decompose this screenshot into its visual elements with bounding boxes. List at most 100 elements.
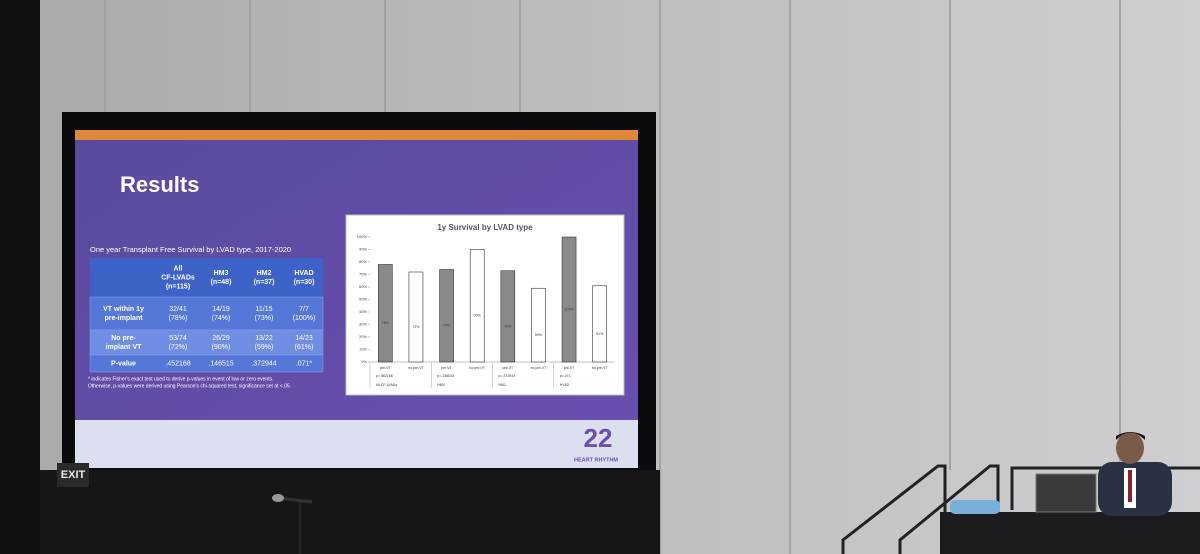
- bar-value-label: 100%: [565, 307, 574, 311]
- table-cell-text: 14/23: [295, 335, 313, 342]
- microphone: [272, 494, 313, 554]
- table-cell-text: (n=37): [254, 279, 275, 286]
- y-tick-label: 30%: [359, 322, 367, 327]
- table-cell-text: 11/15: [256, 306, 273, 313]
- stage: [40, 470, 660, 554]
- y-tick-label: 0%: [361, 359, 367, 364]
- table-cell-text: .146515: [208, 360, 233, 367]
- x-tick-label: no pre-VT: [531, 366, 547, 370]
- results-table: All CF-LVADs (n=115) HM3 (n=48) HM2 (n=37) HVAD…: [89, 258, 324, 373]
- slide-title: Results: [120, 172, 199, 197]
- table-cell-text: pre-implant: [104, 315, 143, 322]
- bar-value-label: 78%: [382, 321, 389, 325]
- table-cell-text: (59%): [255, 344, 274, 351]
- wall-panels: [104, 0, 1121, 554]
- group-label: HM2: [499, 383, 506, 387]
- exit-text: EXIT: [61, 469, 86, 481]
- x-tick-label: no pre-VT: [408, 366, 424, 370]
- table-cell-text: HM2: [257, 270, 272, 277]
- x-tick-label: no pre-VT: [592, 366, 608, 370]
- y-tick-label: 70%: [359, 272, 367, 277]
- y-tick-label: 40%: [359, 309, 367, 314]
- p-value-label: p=.071: [560, 374, 571, 378]
- table-caption: One year Transplant Free Survival by LVA…: [90, 245, 291, 254]
- x-tick-label: pre-VT: [502, 366, 514, 370]
- table-cell-text: (73%): [255, 315, 274, 322]
- p-value-label: p=.452168: [376, 374, 393, 378]
- table-cell-text: CF-LVADs: [161, 274, 195, 281]
- table-cell-text: (72%): [169, 344, 188, 351]
- bar: [439, 269, 454, 363]
- table-cell-text: (100%): [293, 315, 316, 322]
- laptop: [1035, 473, 1097, 513]
- bar: [408, 271, 424, 363]
- table-cell-text: P-value: [111, 360, 136, 367]
- chart-title: 1y Survival by LVAD type: [437, 223, 533, 232]
- table-cell-text: 14/19: [212, 306, 230, 313]
- table-cell-text: 32/41: [169, 306, 187, 313]
- bar-value-label: 59%: [535, 333, 542, 337]
- table-row-bg: [89, 329, 324, 356]
- chart: 0% 10% 20% 30% 40% 50% 60% 70% 80% 90% 100% 78% pre-…: [357, 234, 615, 388]
- bar: [378, 264, 393, 363]
- group-label: All CF-LVADs: [376, 383, 397, 387]
- table-cell-text: (74%): [212, 315, 231, 322]
- lectern-table: [940, 512, 1200, 554]
- bar: [592, 285, 607, 363]
- bar-value-label: 90%: [474, 314, 481, 318]
- table-row-bg: [89, 296, 324, 331]
- table-cell-text: No pre-: [111, 335, 136, 342]
- bar-value-label: 73%: [504, 324, 511, 328]
- table-cell-text: 26/29: [212, 335, 230, 342]
- x-tick-label: pre-VT: [564, 366, 576, 370]
- table-cell-text: 53/74: [169, 335, 187, 342]
- slide-top-bar: [75, 130, 638, 140]
- table-cell-text: .372944: [251, 360, 276, 367]
- table-header-bg: [90, 258, 323, 297]
- table-cell-text: implant VT: [106, 344, 143, 351]
- group-label: HM3: [437, 383, 444, 387]
- y-tick-label: 50%: [359, 297, 367, 302]
- exit-sign: [57, 463, 89, 487]
- footnote: Otherwise, p-values were derived using P…: [88, 383, 291, 389]
- table-cell-text: VT within 1y: [103, 306, 144, 313]
- group-label: HVAD: [560, 383, 570, 387]
- table-cell-text: 7/7: [299, 306, 309, 313]
- table-cell-text: (n=115): [166, 283, 190, 290]
- table-cell-text: 13/22: [255, 335, 273, 342]
- x-tick-label: no pre-VT: [469, 366, 485, 370]
- table-cell-text: (61%): [295, 344, 314, 351]
- table-cell-text: (n=30): [294, 279, 315, 286]
- bar-value-label: 61%: [596, 332, 603, 336]
- bag: [950, 500, 1000, 514]
- bar-value-label: 74%: [443, 324, 450, 328]
- table-cell-text: .071*: [296, 360, 313, 367]
- y-tick-label: 10%: [359, 347, 367, 352]
- logo-number: 22: [584, 423, 613, 453]
- bar: [500, 270, 516, 363]
- logo-text: HEART RHYTHM: [574, 457, 618, 463]
- p-value-label: p=.146515: [437, 374, 454, 378]
- y-tick-label: 100%: [357, 234, 368, 239]
- p-value-label: p=.372944: [499, 374, 516, 378]
- y-tick-label: 80%: [359, 259, 367, 264]
- table-cell-text: (n=48): [211, 279, 232, 286]
- speaker: [1098, 432, 1172, 516]
- y-tick-label: 90%: [359, 247, 367, 252]
- table-cell-text: HVAD: [294, 270, 313, 277]
- bar: [531, 287, 546, 363]
- slide-footer: [75, 420, 638, 468]
- footnote: * indicates Fisher's exact test used to …: [88, 376, 274, 382]
- bar-value-label: 72%: [412, 325, 419, 329]
- table-cell-text: .452168: [165, 360, 190, 367]
- table-cell-text: All: [174, 265, 183, 272]
- bar: [469, 249, 485, 363]
- table-cell-text: HM3: [214, 270, 229, 277]
- table-cell-text: (90%): [212, 344, 231, 351]
- x-tick-label: pre-VT: [441, 366, 453, 370]
- y-tick-label: 20%: [359, 334, 367, 339]
- dark-edge: [0, 0, 40, 554]
- table-row-bg: [89, 354, 324, 373]
- bar: [561, 236, 577, 363]
